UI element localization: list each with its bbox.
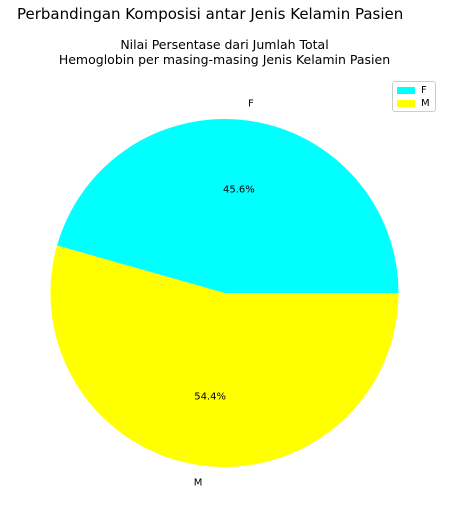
legend-label-f: F	[421, 85, 427, 96]
legend-item-m: M	[397, 97, 431, 110]
legend-item-f: F	[397, 84, 431, 97]
chart-title: Perbandingan Komposisi antar Jenis Kelam…	[17, 5, 404, 23]
legend-swatch-m	[397, 100, 415, 107]
legend-label-m: M	[421, 98, 430, 109]
subtitle-line-1: Nilai Persentase dari Jumlah Total	[120, 37, 329, 52]
subtitle-line-2: Hemoglobin per masing-masing Jenis Kelam…	[58, 52, 391, 67]
pie-slice-f	[57, 119, 399, 293]
pie-category-label-m: M	[194, 478, 203, 489]
legend: F M	[392, 81, 436, 112]
legend-swatch-f	[397, 87, 415, 94]
chart-subtitle: Nilai Persentase dari Jumlah Total Hemog…	[0, 37, 449, 67]
pie-value-label-m: 54.4%	[194, 391, 226, 402]
pie-value-label-f: 45.6%	[223, 185, 255, 196]
pie-category-label-f: F	[248, 98, 254, 109]
pie-slice-m	[50, 245, 399, 468]
